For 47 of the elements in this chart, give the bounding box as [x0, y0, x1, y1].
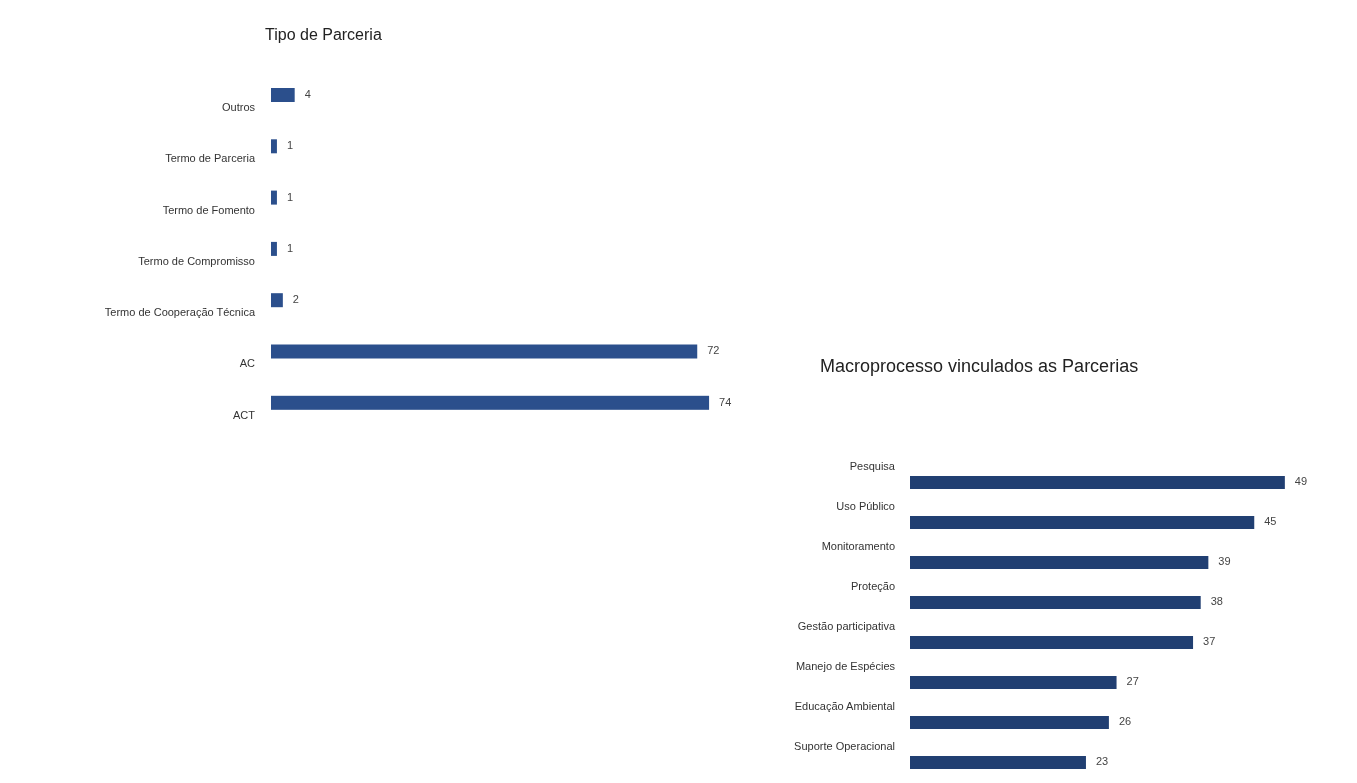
data-label: 4	[304, 87, 311, 100]
bar	[271, 395, 710, 410]
bar	[910, 716, 1109, 729]
data-label: 2	[292, 293, 299, 306]
bar	[271, 88, 295, 102]
chart-title: Macroprocesso vinculados as Parcerias	[820, 356, 1139, 376]
data-label: 1	[286, 190, 294, 203]
y-tick-label: Termo de Parceria	[165, 152, 256, 165]
bar	[271, 241, 277, 256]
bar	[910, 676, 1117, 689]
data-label: 27	[1126, 675, 1139, 688]
y-tick-label: Proteção	[850, 580, 895, 593]
y-tick-label: Uso Público	[836, 500, 895, 513]
y-tick-label: Pesquisa	[849, 460, 896, 473]
data-label: 74	[719, 395, 732, 408]
y-tick-label: Educação Ambiental	[794, 700, 895, 713]
data-label: 39	[1218, 555, 1231, 568]
bar	[271, 293, 283, 308]
bar	[910, 596, 1201, 609]
data-label: 26	[1118, 715, 1132, 728]
data-label: 23	[1095, 755, 1109, 768]
bar	[271, 190, 277, 205]
y-tick-label: Suporte Operacional	[794, 740, 895, 753]
y-tick-label: Termo de Cooperação Técnica	[104, 306, 256, 319]
y-tick-label: Gestão participativa	[797, 620, 896, 633]
data-label: 1	[286, 241, 294, 254]
chart-title: Tipo de Parceria	[265, 26, 382, 43]
data-label: 45	[1264, 515, 1277, 528]
y-tick-label: Outros	[221, 100, 256, 113]
y-tick-label: Termo de Fomento	[162, 203, 255, 216]
data-label: 72	[707, 344, 720, 357]
bar	[910, 756, 1086, 769]
y-tick-label: Termo de Compromisso	[138, 254, 255, 267]
bar	[271, 139, 277, 154]
y-tick-label: AC	[239, 357, 256, 370]
y-tick-label: Monitoramento	[821, 540, 895, 553]
bar	[910, 516, 1255, 529]
data-label: 49	[1294, 475, 1308, 488]
y-tick-label: Manejo de Espécies	[795, 660, 896, 673]
bar	[271, 344, 698, 359]
bar	[910, 556, 1209, 569]
data-label: 37	[1203, 635, 1216, 648]
bar	[910, 636, 1194, 649]
y-tick-label: ACT	[233, 408, 256, 421]
data-label: 1	[286, 139, 294, 152]
data-label: 38	[1210, 595, 1223, 608]
bar	[910, 476, 1285, 489]
